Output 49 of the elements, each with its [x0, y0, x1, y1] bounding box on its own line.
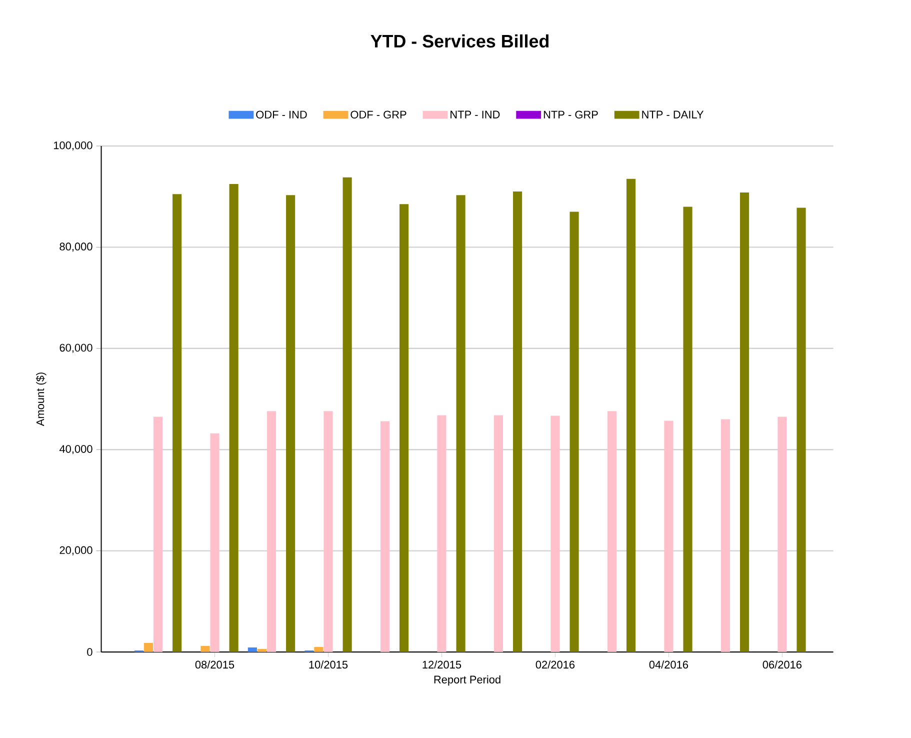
x-tick-label: 10/2015 [309, 660, 348, 669]
x-tick-label: 12/2015 [422, 660, 462, 669]
bar [400, 204, 409, 652]
bar [324, 411, 333, 652]
bar [607, 411, 616, 652]
x-tick-label: 02/2016 [536, 660, 575, 669]
bar [342, 177, 352, 652]
y-tick-label: 60,000 [60, 344, 92, 353]
legend-label: ODF - GRP [350, 110, 406, 119]
y-tick-label: 0 [87, 648, 92, 656]
bar [683, 206, 692, 652]
bar [550, 416, 560, 652]
y-tick-label: 20,000 [60, 546, 92, 556]
bar [720, 419, 730, 652]
bar [456, 195, 466, 652]
bar [380, 421, 390, 652]
bar [200, 646, 210, 652]
bar [172, 194, 182, 652]
legend-label: NTP - GRP [544, 110, 598, 119]
bar [740, 192, 750, 652]
legend-label: NTP - IND [450, 110, 500, 118]
bar [796, 208, 806, 652]
bar [144, 642, 154, 652]
bar [494, 415, 504, 652]
bar [257, 648, 266, 652]
chart-title: YTD - Services Billed [370, 34, 549, 48]
bar [248, 647, 257, 652]
bar [286, 195, 296, 652]
y-tick-label: 40,000 [59, 445, 92, 454]
bar [512, 192, 522, 652]
legend-label: ODF - IND [256, 110, 307, 119]
bar [153, 416, 163, 652]
y-tick-label: 100,000 [54, 141, 92, 151]
x-axis-title: Report Period [434, 675, 500, 686]
x-tick-label: 04/2016 [649, 660, 688, 669]
bar [210, 433, 220, 652]
bar [437, 415, 446, 652]
bar [229, 184, 238, 652]
legend-label: NTP - DAILY [642, 110, 704, 118]
bar [664, 420, 674, 652]
x-tick-label: 06/2016 [762, 660, 802, 669]
bar [626, 178, 636, 652]
x-tick-label: 08/2015 [195, 660, 234, 669]
bar [570, 212, 579, 652]
bar [778, 416, 787, 652]
y-axis-title: Amount ($) [36, 372, 46, 426]
y-tick-label: 80,000 [60, 242, 92, 252]
bar [266, 411, 276, 652]
bar [314, 646, 324, 652]
